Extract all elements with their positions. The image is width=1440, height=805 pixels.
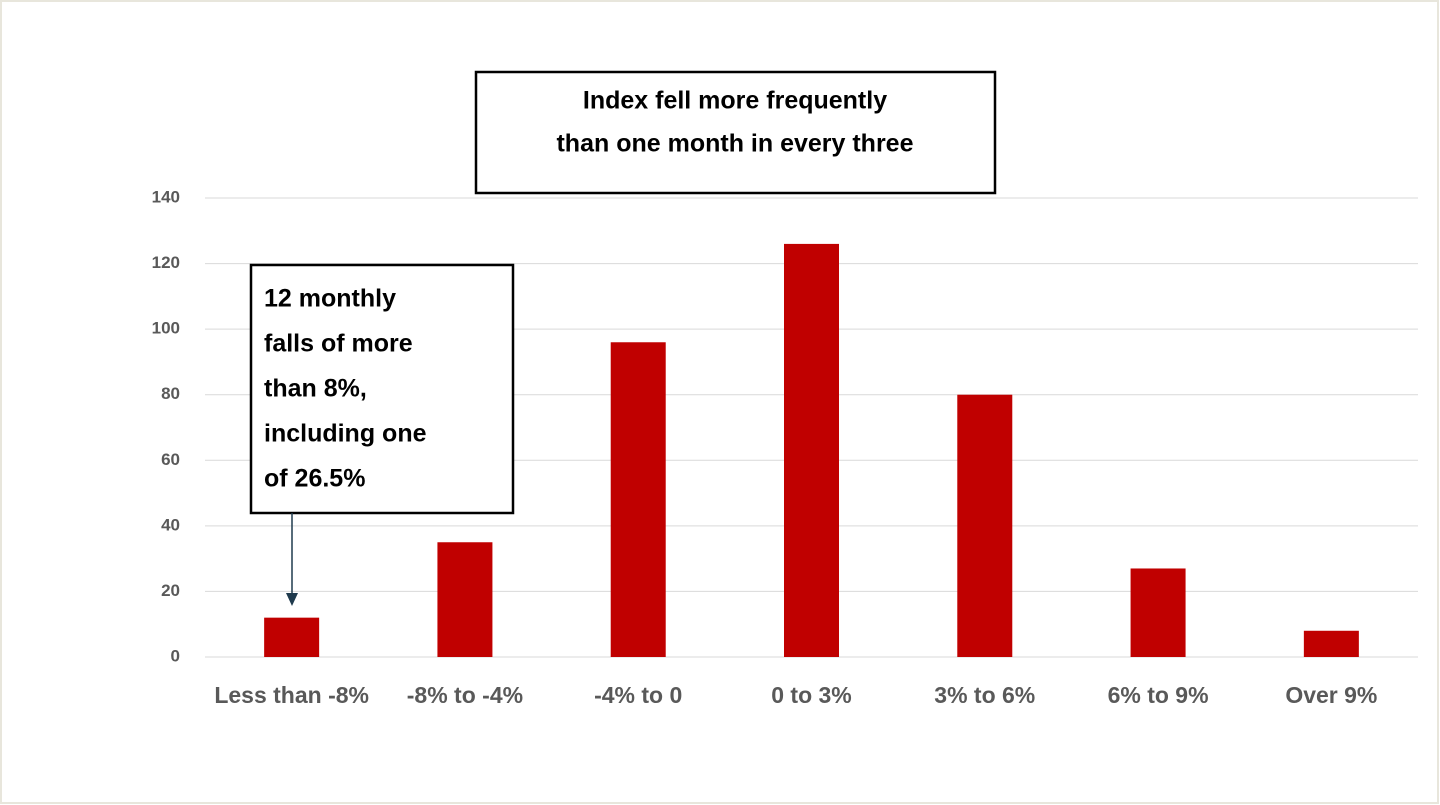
y-tick-label: 140 bbox=[152, 187, 180, 206]
bars: Less than -8% -8% to -4% -4% to 0 0 to 3% 3%… bbox=[214, 243, 1377, 708]
y-tick-label: 40 bbox=[161, 515, 180, 534]
annotation-line: falls of more bbox=[264, 330, 413, 358]
x-tick-label: Less than -8% bbox=[214, 682, 369, 708]
x-tick-label: -4% to 0 bbox=[594, 682, 682, 708]
annotation: 12 monthly falls of more than 8%, including… bbox=[264, 285, 427, 493]
title-box bbox=[474, 70, 997, 195]
bar bbox=[610, 342, 666, 657]
bar bbox=[1130, 568, 1186, 657]
y-tick-label: 100 bbox=[152, 319, 180, 338]
bar bbox=[784, 243, 839, 657]
x-tick-label: -8% to -4% bbox=[407, 682, 523, 708]
chart-title: Index fell more frequently bbox=[583, 87, 887, 115]
annotation-line: 12 monthly bbox=[264, 285, 396, 313]
x-tick-label: 3% to 6% bbox=[934, 682, 1035, 708]
annotation-box bbox=[249, 263, 515, 515]
x-tick-label: Over 9% bbox=[1285, 682, 1377, 708]
bar bbox=[437, 542, 493, 657]
y-tick-label: 20 bbox=[161, 581, 180, 600]
y-tick-label: 60 bbox=[161, 450, 180, 469]
bar bbox=[264, 617, 320, 657]
chart-title: than one month in every three bbox=[556, 130, 913, 158]
annotation-line: of 26.5% bbox=[264, 465, 365, 493]
bar bbox=[957, 394, 1013, 657]
x-tick-label: 0 to 3% bbox=[771, 682, 852, 708]
annotation-line: than 8%, bbox=[264, 375, 367, 403]
bar bbox=[1303, 630, 1359, 657]
arrow-head bbox=[286, 593, 298, 606]
x-tick-label: 6% to 9% bbox=[1108, 682, 1209, 708]
y-tick-label: 80 bbox=[161, 384, 180, 403]
y-tick-label: 120 bbox=[152, 253, 180, 272]
y-tick-label: 0 bbox=[171, 646, 180, 665]
annotation-line: including one bbox=[264, 420, 427, 448]
